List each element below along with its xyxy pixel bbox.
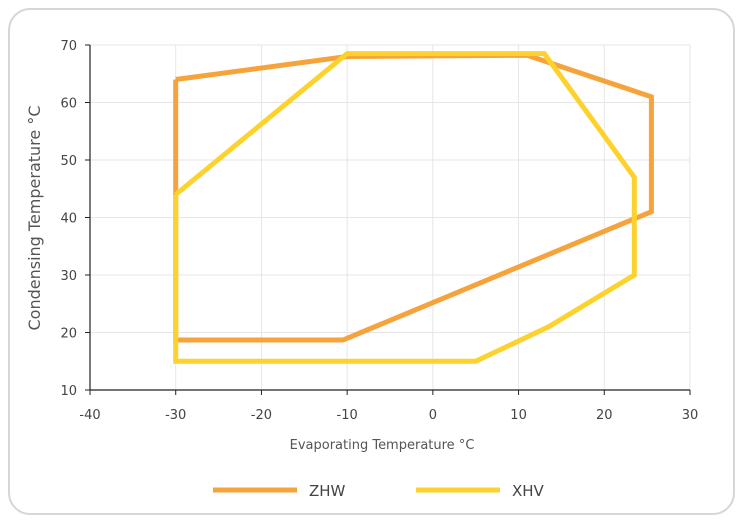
x-tick-label: 20 (596, 408, 613, 423)
x-axis-label: Evaporating Temperature °C (290, 438, 475, 453)
y-tick-label: 50 (60, 154, 77, 169)
y-tick-label: 30 (60, 269, 77, 284)
x-tick-label: -30 (165, 408, 186, 423)
y-tick-label: 10 (60, 384, 77, 399)
y-tick-label: 20 (60, 327, 77, 342)
series-line-zhw (173, 52, 654, 343)
axes (85, 44, 691, 395)
y-tick-label: 40 (60, 212, 77, 227)
x-tick-label: 30 (682, 408, 699, 423)
legend: ZHW XHV (213, 482, 545, 500)
legend-label-zhw: ZHW (309, 482, 346, 500)
x-tick-label: -20 (251, 408, 272, 423)
y-axis-label: Condensing Temperature °C (25, 105, 44, 330)
x-tick-label: 10 (510, 408, 527, 423)
chart-card (8, 8, 735, 515)
x-tick-label: -40 (79, 408, 100, 423)
series-line-xhv (173, 51, 637, 364)
y-tick-label: 70 (60, 39, 77, 54)
x-tick-label: 0 (429, 408, 437, 423)
x-tick-label: -10 (337, 408, 358, 423)
y-tick-label: 60 (60, 97, 77, 112)
tick-labels: -40 -30 -20 -10 0 10 20 30 10 20 30 40 50 60 70 (60, 39, 698, 423)
legend-label-xhv: XHV (512, 482, 545, 500)
series-group (173, 51, 654, 364)
